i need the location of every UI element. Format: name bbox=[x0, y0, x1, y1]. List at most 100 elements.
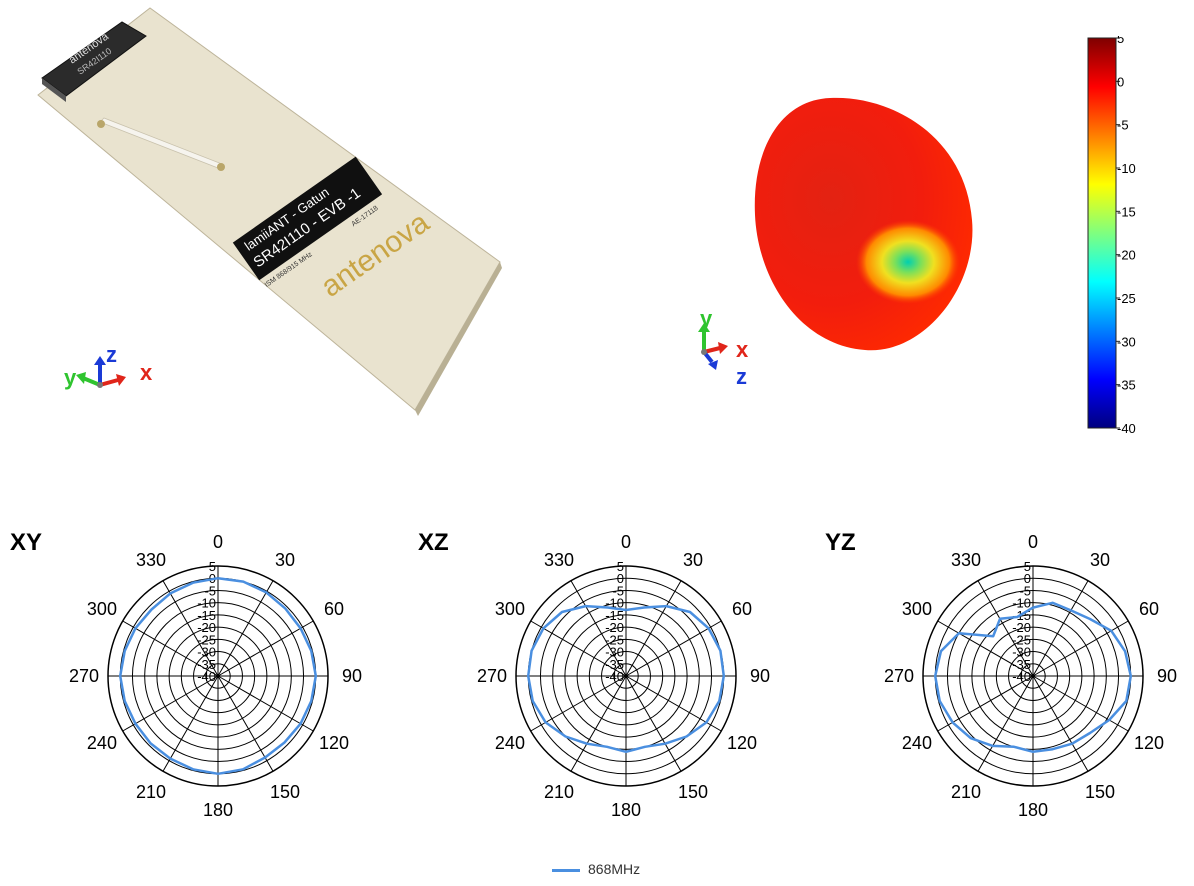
polar-radial-label: -25 bbox=[605, 632, 624, 647]
colorbar-tick-label: -15 bbox=[1117, 204, 1136, 219]
polar-grid-spoke bbox=[1032, 620, 1129, 677]
polar-series-line bbox=[933, 601, 1133, 754]
pattern-axis-z-label: z bbox=[736, 364, 747, 389]
polar-grid-spoke bbox=[217, 675, 274, 772]
polar-angle-label: 270 bbox=[69, 666, 99, 686]
polar-grid-spoke bbox=[217, 675, 314, 732]
via-pad bbox=[217, 163, 225, 171]
polar-grid-spoke bbox=[162, 580, 219, 677]
polar-radial-label: -15 bbox=[605, 608, 624, 623]
pcb-board-edge bbox=[415, 262, 502, 416]
polar-angle-label: 120 bbox=[727, 733, 757, 753]
polar-angle-label: 300 bbox=[902, 599, 932, 619]
polar-grid-spoke bbox=[977, 580, 1034, 677]
polar-radial-label: -5 bbox=[204, 583, 216, 598]
polar-radial-label: -40 bbox=[197, 669, 216, 684]
colorbar-tick-label: -10 bbox=[1117, 161, 1136, 176]
polar-grid-spoke bbox=[162, 675, 219, 772]
polar-angle-label: 0 bbox=[621, 532, 631, 552]
polar-angle-label: 240 bbox=[902, 733, 932, 753]
polar-radial-label: -20 bbox=[197, 620, 216, 635]
polar-angle-label: 0 bbox=[1028, 532, 1038, 552]
radiation-null-region bbox=[856, 220, 960, 304]
antenna-module-side bbox=[42, 78, 66, 102]
polar-angle-label: 120 bbox=[319, 733, 349, 753]
polar-radial-label: -40 bbox=[605, 669, 624, 684]
colorbar: 5 0 -5 -10 -15 -20 -25 -30 -35 -40 bbox=[1087, 36, 1136, 436]
polar-grid-spoke bbox=[570, 675, 627, 772]
legend: 868MHz bbox=[540, 860, 700, 880]
connector-pad bbox=[97, 120, 105, 128]
board-axis-y-label: y bbox=[64, 365, 77, 390]
polar-plot-title: XZ bbox=[418, 529, 449, 556]
pattern-axes-triad bbox=[698, 323, 728, 370]
polar-angle-label: 180 bbox=[203, 800, 233, 820]
polar-grid-spoke bbox=[625, 620, 722, 677]
polar-grid-spoke bbox=[625, 675, 682, 772]
polar-grid-spoke bbox=[1032, 580, 1089, 677]
polar-series-line bbox=[118, 576, 318, 776]
polar-radial-label: 5 bbox=[617, 559, 624, 574]
polar-radial-label: -25 bbox=[197, 632, 216, 647]
polar-grid-spoke bbox=[217, 580, 274, 677]
polar-angle-label: 90 bbox=[750, 666, 770, 686]
3d-radiation-pattern: y x z bbox=[698, 97, 973, 389]
board-axis-x-label: x bbox=[140, 360, 153, 385]
polar-radial-label: 5 bbox=[1024, 559, 1031, 574]
polar-angle-label: 90 bbox=[342, 666, 362, 686]
polar-radial-label: 0 bbox=[617, 571, 624, 586]
pattern-axis-y-label: y bbox=[700, 306, 713, 331]
board-label bbox=[232, 156, 383, 281]
polar-radial-label: -35 bbox=[605, 657, 624, 672]
polar-angle-label: 330 bbox=[136, 550, 166, 570]
board-axis-z-label: z bbox=[106, 342, 117, 367]
polar-grid-spoke bbox=[937, 620, 1034, 677]
board-axes-triad bbox=[76, 356, 126, 388]
legend-swatch bbox=[552, 869, 580, 872]
polar-angle-label: 120 bbox=[1134, 733, 1164, 753]
polar-radial-label: 5 bbox=[209, 559, 216, 574]
polar-series-line bbox=[526, 604, 726, 754]
polar-grid-spoke bbox=[625, 580, 682, 677]
polar-angle-label: 90 bbox=[1157, 666, 1177, 686]
colorbar-tick-label: 5 bbox=[1117, 36, 1124, 46]
polar-angle-label: 30 bbox=[683, 550, 703, 570]
polar-angle-label: 60 bbox=[732, 599, 752, 619]
polar-angle-label: 270 bbox=[477, 666, 507, 686]
polar-angle-label: 150 bbox=[678, 782, 708, 802]
polar-angle-label: 210 bbox=[136, 782, 166, 802]
radiation-pattern-surface bbox=[754, 97, 973, 351]
polar-grid-spoke bbox=[122, 675, 219, 732]
polar-grid-spoke bbox=[1032, 675, 1089, 772]
polar-angle-label: 60 bbox=[324, 599, 344, 619]
legend-label: 868MHz bbox=[588, 861, 641, 877]
colorbar-tick-label: -40 bbox=[1117, 421, 1136, 436]
polar-angle-label: 150 bbox=[1085, 782, 1115, 802]
colorbar-tick-label: -5 bbox=[1117, 118, 1129, 133]
polar-radial-label: -35 bbox=[1012, 657, 1031, 672]
polar-radial-label: -5 bbox=[612, 583, 624, 598]
polar-angle-label: 180 bbox=[611, 800, 641, 820]
polar-angle-label: 330 bbox=[951, 550, 981, 570]
polar-angle-label: 270 bbox=[884, 666, 914, 686]
polar-angle-label: 0 bbox=[213, 532, 223, 552]
polar-angle-label: 30 bbox=[275, 550, 295, 570]
pattern-axis-x-label: x bbox=[736, 337, 749, 362]
polar-grid-spoke bbox=[217, 620, 314, 677]
polar-radial-label: -15 bbox=[197, 608, 216, 623]
polar-grid-spoke bbox=[1032, 675, 1129, 732]
polar-radial-label: -10 bbox=[1012, 596, 1031, 611]
polar-grid-spoke bbox=[530, 620, 627, 677]
polar-angle-label: 60 bbox=[1139, 599, 1159, 619]
colorbar-tick-label: -20 bbox=[1117, 248, 1136, 263]
polar-angle-label: 300 bbox=[495, 599, 525, 619]
polar-grid-spoke bbox=[570, 580, 627, 677]
polar-grid-spoke bbox=[122, 620, 219, 677]
polar-radial-label: -25 bbox=[1012, 632, 1031, 647]
colorbar-scale bbox=[1087, 37, 1117, 429]
polar-plot-title: YZ bbox=[825, 529, 856, 556]
polar-angle-label: 210 bbox=[951, 782, 981, 802]
polar-angle-label: 240 bbox=[495, 733, 525, 753]
